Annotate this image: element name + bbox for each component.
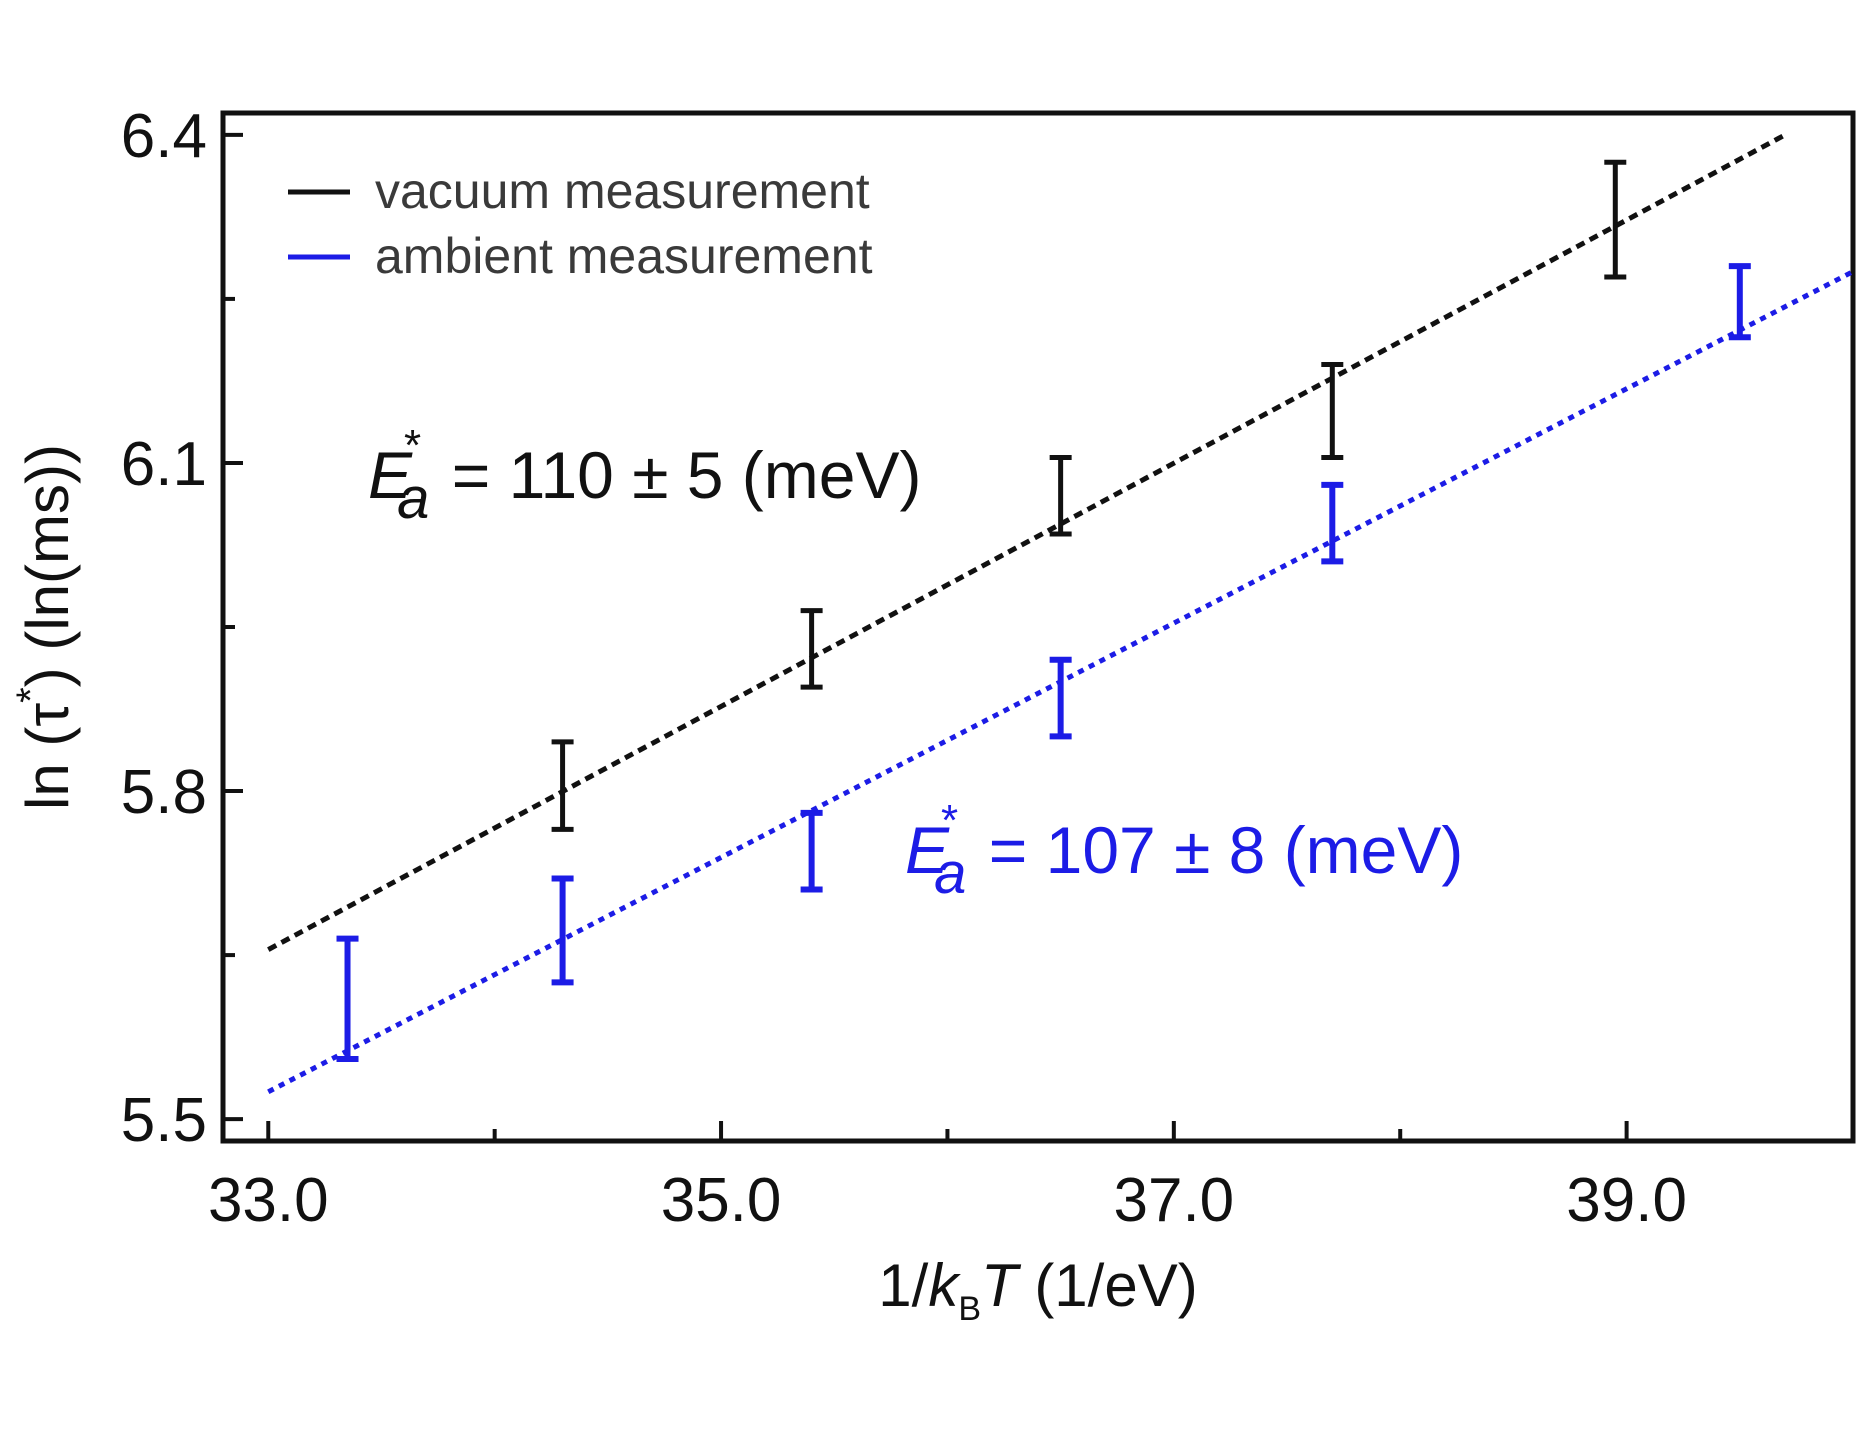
x-axis-title-k: k bbox=[928, 1252, 961, 1319]
x-axis-title: 1/kBT (1/eV) bbox=[878, 1252, 1197, 1328]
y-axis-title: ln (τ*) (ln(ms)) bbox=[9, 444, 81, 810]
annotation-vacuum-sub: a bbox=[397, 466, 429, 531]
legend-label-vacuum: vacuum measurement bbox=[375, 163, 870, 219]
error-bars bbox=[336, 159, 1751, 1062]
annotation-vacuum: E* a = 110 ± 5 (meV) bbox=[368, 421, 921, 531]
y-tick-label: 5.5 bbox=[121, 1086, 207, 1155]
annotation-ambient-text: = 107 ± 8 (meV) bbox=[970, 813, 1463, 887]
x-tick-label: 39.0 bbox=[1566, 1166, 1687, 1235]
y-tick-label: 5.8 bbox=[121, 758, 207, 827]
y-axis-title-prefix: ln ( bbox=[14, 727, 81, 810]
annotation-vacuum-text: = 110 ± 5 (meV) bbox=[433, 438, 921, 512]
y-axis-title-suffix: ) (ln(ms)) bbox=[14, 444, 81, 687]
y-tick-label: 6.4 bbox=[121, 102, 207, 171]
x-axis-title-T: T bbox=[981, 1252, 1022, 1319]
annotation-vacuum-E: E bbox=[368, 438, 413, 512]
annotation-ambient-sub: a bbox=[934, 841, 966, 906]
annotation-ambient: E* a = 107 ± 8 (meV) bbox=[905, 796, 1463, 906]
legend-label-ambient: ambient measurement bbox=[375, 228, 873, 284]
y-axis-title-star: * bbox=[9, 687, 53, 703]
annotation-vacuum-sup: * bbox=[404, 421, 421, 470]
x-axis-title-unit: (1/eV) bbox=[1018, 1252, 1198, 1319]
x-axis-title-sub: B bbox=[958, 1290, 981, 1328]
y-tick-label: 6.1 bbox=[121, 430, 207, 499]
fit-line-vacuum bbox=[267, 132, 1787, 952]
axis-ticks bbox=[223, 132, 1629, 1141]
y-axis-title-tau: τ bbox=[14, 703, 81, 727]
x-axis-title-prefix: 1/ bbox=[878, 1252, 928, 1319]
x-tick-label: 33.0 bbox=[208, 1166, 329, 1235]
x-tick-label: 35.0 bbox=[661, 1166, 782, 1235]
legend: vacuum measurement ambient measurement bbox=[288, 163, 873, 284]
x-tick-label: 37.0 bbox=[1113, 1166, 1234, 1235]
annotation-ambient-sup: * bbox=[941, 796, 958, 845]
annotation-ambient-E: E bbox=[905, 813, 950, 887]
